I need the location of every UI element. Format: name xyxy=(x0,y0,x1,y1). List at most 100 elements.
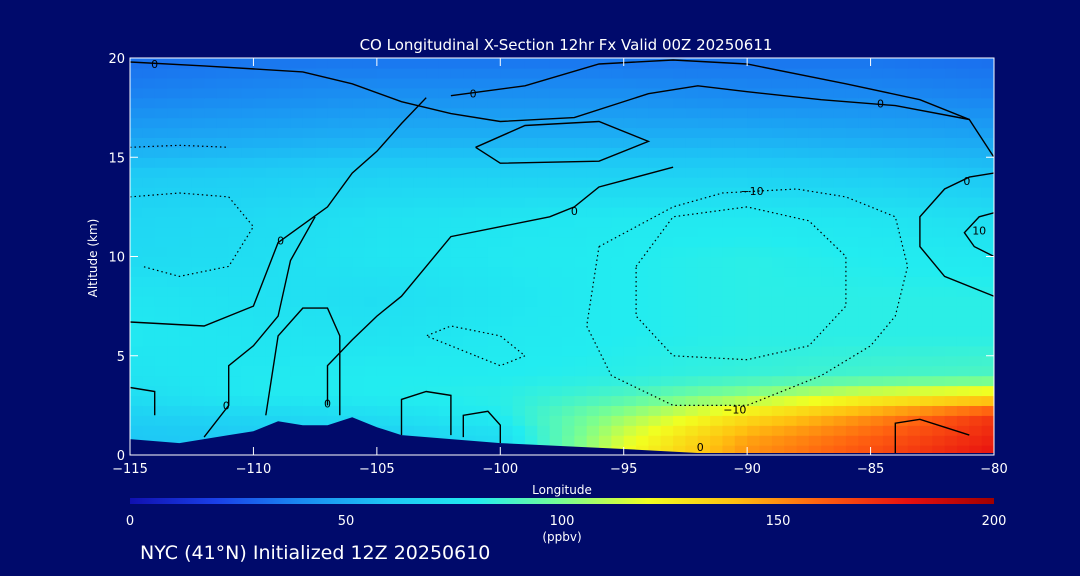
heatmap-cell xyxy=(524,345,538,357)
heatmap-cell xyxy=(352,405,366,416)
heatmap-cell xyxy=(265,137,279,148)
heatmap-cell xyxy=(241,405,255,416)
heatmap-cell xyxy=(463,236,477,248)
heatmap-cell xyxy=(302,286,316,297)
heatmap-cell xyxy=(919,325,933,337)
heatmap-cell xyxy=(599,385,612,397)
heatmap-cell xyxy=(241,355,255,367)
heatmap-cell xyxy=(685,147,699,158)
heatmap-cell xyxy=(216,335,230,347)
heatmap-cell xyxy=(771,345,785,357)
heatmap-cell xyxy=(401,246,415,258)
heatmap-cell xyxy=(919,167,933,178)
heatmap-cell xyxy=(450,365,464,377)
heatmap-cell xyxy=(352,127,366,138)
heatmap-cell xyxy=(796,77,810,89)
heatmap-cell xyxy=(450,77,464,89)
heatmap-cell xyxy=(475,127,489,138)
heatmap-cell xyxy=(130,97,143,109)
heatmap-cell xyxy=(463,77,477,89)
heatmap-cell xyxy=(870,276,884,287)
heatmap-cell xyxy=(475,365,489,377)
heatmap-cell xyxy=(487,77,501,89)
heatmap-cell xyxy=(179,266,193,277)
heatmap-cell xyxy=(401,355,415,367)
heatmap-cell xyxy=(845,365,859,377)
heatmap-cell xyxy=(265,177,279,188)
heatmap-cell xyxy=(228,67,242,79)
heatmap-cell xyxy=(858,236,872,248)
heatmap-cell xyxy=(339,355,353,367)
heatmap-cell xyxy=(413,177,427,188)
heatmap-cell xyxy=(376,77,390,89)
heatmap-cell xyxy=(438,157,452,168)
heatmap-cell xyxy=(191,365,205,377)
heatmap-cell xyxy=(389,236,403,248)
contour-line-solid xyxy=(265,307,341,416)
heatmap-cell xyxy=(179,157,193,168)
heatmap-cell xyxy=(747,256,761,268)
contour-label: 0 xyxy=(470,88,477,101)
heatmap-cell xyxy=(747,365,761,377)
heatmap-cell xyxy=(784,246,798,258)
heatmap-cell xyxy=(623,177,637,188)
heatmap-cell xyxy=(586,58,600,69)
heatmap-cell xyxy=(413,276,427,287)
heatmap-cell xyxy=(290,325,304,337)
heatmap-cell xyxy=(204,415,217,426)
heatmap-cell xyxy=(821,77,835,89)
heatmap-cell xyxy=(253,395,267,406)
heatmap-cell xyxy=(549,187,563,198)
heatmap-cell xyxy=(623,365,637,377)
heatmap-cell xyxy=(907,435,921,446)
heatmap-cell xyxy=(796,226,810,238)
heatmap-cell xyxy=(907,196,921,208)
heatmap-cell xyxy=(932,67,946,79)
heatmap-cell xyxy=(574,286,588,297)
heatmap-cell xyxy=(241,97,255,109)
heatmap-cell xyxy=(981,107,994,119)
heatmap-cell xyxy=(833,246,847,258)
heatmap-cell xyxy=(549,226,563,238)
heatmap-cell xyxy=(870,415,884,426)
heatmap-cell xyxy=(956,107,970,119)
heatmap-cell xyxy=(352,345,366,357)
heatmap-cell xyxy=(376,276,390,287)
heatmap-cell xyxy=(697,316,711,327)
heatmap-cell xyxy=(944,425,958,436)
heatmap-cell xyxy=(438,147,452,158)
heatmap-cell xyxy=(648,226,662,238)
heatmap-cell xyxy=(734,405,748,416)
heatmap-cell xyxy=(204,177,217,188)
heatmap-cell xyxy=(685,355,699,367)
heatmap-cell xyxy=(278,58,292,69)
heatmap-cell xyxy=(870,435,884,446)
heatmap-cell xyxy=(463,147,477,158)
heatmap-cell xyxy=(241,266,255,277)
heatmap-cell xyxy=(524,127,538,138)
heatmap-cell xyxy=(426,67,440,79)
heatmap-cell xyxy=(599,266,612,277)
heatmap-cell xyxy=(747,375,761,387)
heatmap-cell xyxy=(241,67,255,79)
heatmap-cell xyxy=(648,276,662,287)
heatmap-cell xyxy=(142,196,156,208)
heatmap-cell xyxy=(611,345,625,357)
heatmap-cell xyxy=(364,97,378,109)
heatmap-cell xyxy=(697,58,711,69)
heatmap-cell xyxy=(315,345,329,357)
heatmap-cell xyxy=(660,286,674,297)
heatmap-cell xyxy=(821,365,835,377)
heatmap-cell xyxy=(845,87,859,99)
heatmap-cell xyxy=(413,256,427,268)
heatmap-cell xyxy=(401,167,415,178)
heatmap-cell xyxy=(278,196,292,208)
heatmap-cell xyxy=(981,58,994,69)
heatmap-cell xyxy=(265,296,279,307)
heatmap-cell xyxy=(944,266,958,277)
heatmap-cell xyxy=(969,196,983,208)
heatmap-cell xyxy=(821,107,835,119)
heatmap-cell xyxy=(722,67,736,79)
heatmap-cell xyxy=(376,316,390,327)
heatmap-cell xyxy=(722,266,736,277)
